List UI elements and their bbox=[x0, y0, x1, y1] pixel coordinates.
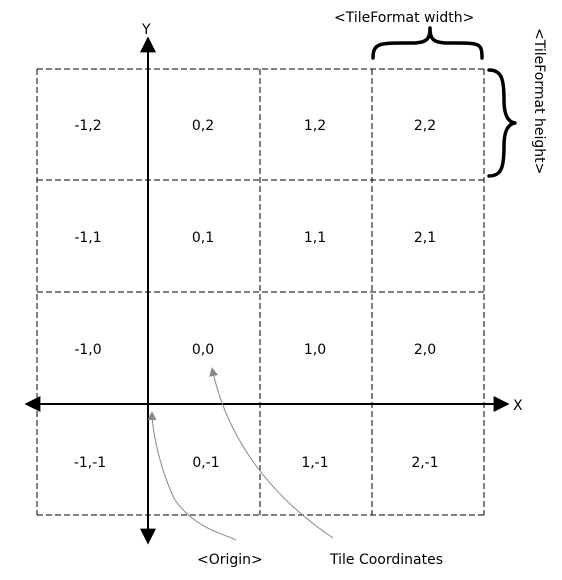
tile-label: 1,2 bbox=[304, 118, 326, 134]
origin-label: <Origin> bbox=[197, 552, 263, 568]
tile-height-label: <TileFormat height> bbox=[531, 28, 547, 174]
x-axis-label: X bbox=[513, 398, 523, 414]
tile-width-brace bbox=[371, 26, 484, 60]
origin-pointer bbox=[147, 411, 237, 541]
tile-label: 0,0 bbox=[192, 342, 214, 358]
tile-label: 2,1 bbox=[414, 230, 436, 246]
y-axis-label: Y bbox=[141, 22, 151, 38]
tile-label: -1,2 bbox=[74, 118, 101, 134]
tile-label: -1,0 bbox=[74, 342, 101, 358]
tile-label: 2,2 bbox=[414, 118, 436, 134]
tile-label: 2,-1 bbox=[411, 455, 438, 471]
tile-coordinates-label: Tile Coordinates bbox=[329, 552, 443, 568]
tile-label: 0,1 bbox=[192, 230, 214, 246]
tile-grid bbox=[36, 68, 485, 516]
tile-label: 1,-1 bbox=[301, 455, 328, 471]
tile-label: 1,1 bbox=[304, 230, 326, 246]
tile-labels: -1,2 0,2 1,2 2,2 -1,1 0,1 1,1 2,1 -1,0 0… bbox=[74, 118, 439, 471]
tile-label: 2,0 bbox=[414, 342, 436, 358]
tile-label: 0,2 bbox=[192, 118, 214, 134]
tile-label: -1,-1 bbox=[74, 455, 106, 471]
tile-height-brace bbox=[487, 68, 517, 178]
tile-label: 1,0 bbox=[304, 342, 326, 358]
tile-width-label: <TileFormat width> bbox=[334, 10, 474, 26]
tile-coordinates-pointer bbox=[209, 367, 334, 539]
tile-label: -1,1 bbox=[74, 230, 101, 246]
tile-label: 0,-1 bbox=[192, 455, 219, 471]
